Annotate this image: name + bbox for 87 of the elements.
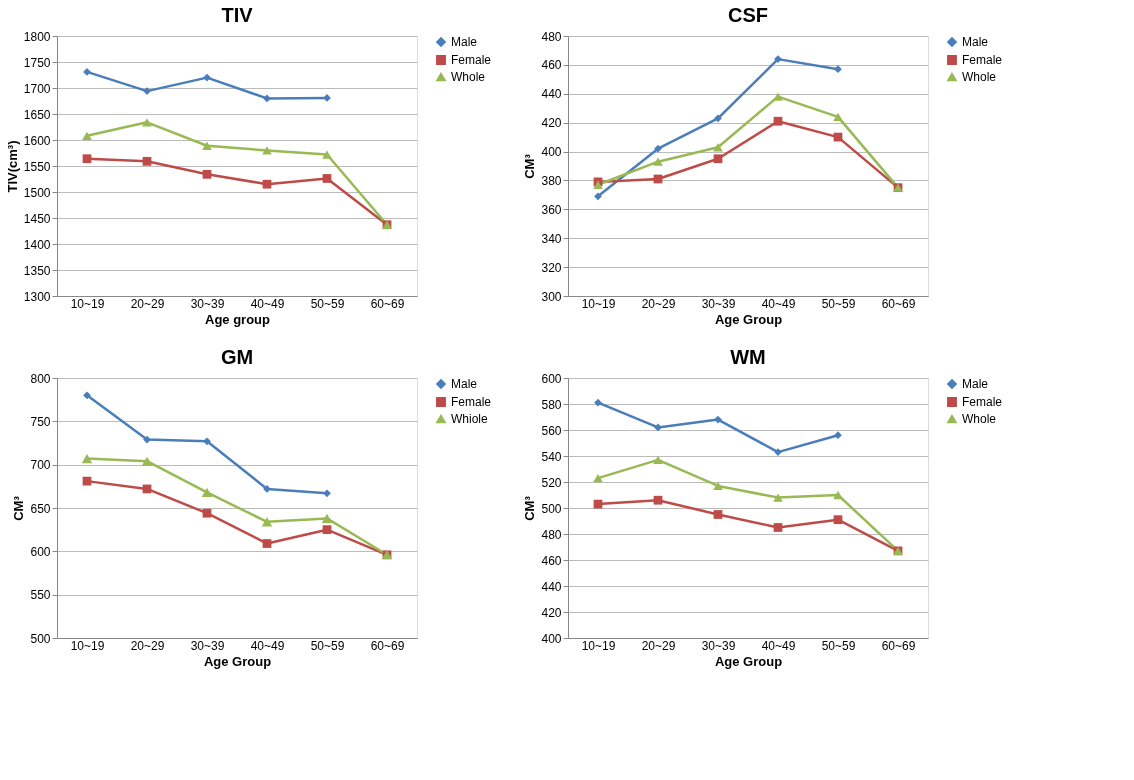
- y-tick-label: 1700: [23, 81, 51, 96]
- x-tick-label: 10~19: [581, 638, 616, 653]
- x-axis-title: Age Group: [203, 653, 272, 669]
- x-tick-label: 20~29: [641, 638, 676, 653]
- legend-label: Female: [451, 395, 492, 409]
- y-tick-label: 1750: [23, 55, 51, 70]
- legend-label: Male: [451, 377, 478, 391]
- y-tick-label: 1650: [23, 107, 51, 122]
- y-tick-label: 800: [30, 371, 51, 386]
- x-tick-label: 30~39: [190, 296, 225, 311]
- x-tick-label: 10~19: [70, 296, 105, 311]
- y-axis-title: CM³: [522, 495, 538, 521]
- legend-label: Male: [962, 377, 989, 391]
- y-tick-label: 400: [541, 631, 562, 646]
- y-tick-label: 500: [30, 631, 51, 646]
- x-tick-label: 50~59: [821, 638, 856, 653]
- x-tick-label: 40~49: [250, 638, 285, 653]
- y-tick-label: 440: [541, 87, 562, 102]
- x-tick-label: 50~59: [310, 638, 345, 653]
- y-tick-label: 480: [541, 29, 562, 44]
- x-axis-title: Age group: [205, 311, 271, 327]
- x-tick-label: 60~69: [881, 296, 916, 311]
- x-tick-label: 30~39: [701, 296, 736, 311]
- y-tick-label: 300: [541, 289, 562, 304]
- x-axis-title: Age Group: [714, 311, 783, 327]
- y-tick-label: 500: [541, 501, 562, 516]
- y-tick-label: 1300: [23, 289, 51, 304]
- y-tick-label: 1600: [23, 133, 51, 148]
- y-tick-label: 400: [541, 145, 562, 160]
- y-tick-label: 560: [541, 423, 562, 438]
- y-tick-label: 750: [30, 414, 51, 429]
- x-tick-label: 60~69: [881, 638, 916, 653]
- y-axis-title: TIV(cm³): [4, 140, 20, 193]
- y-tick-label: 320: [541, 260, 562, 275]
- x-tick-label: 40~49: [761, 296, 796, 311]
- x-tick-label: 10~19: [581, 296, 616, 311]
- legend-label: Male: [451, 35, 478, 49]
- y-axis-title: CM³: [11, 495, 27, 521]
- y-tick-label: 580: [541, 397, 562, 412]
- x-tick-label: 40~49: [761, 638, 796, 653]
- x-tick-label: 50~59: [310, 296, 345, 311]
- x-axis-title: Age Group: [714, 653, 783, 669]
- legend-label: Female: [962, 53, 1003, 67]
- y-tick-label: 1400: [23, 237, 51, 252]
- x-tick-label: 30~39: [190, 638, 225, 653]
- x-tick-label: 50~59: [821, 296, 856, 311]
- legend-label: Female: [451, 53, 492, 67]
- x-tick-label: 60~69: [370, 638, 405, 653]
- y-tick-label: 360: [541, 202, 562, 217]
- legend-label: Female: [962, 395, 1003, 409]
- x-tick-label: 60~69: [370, 296, 405, 311]
- y-tick-label: 520: [541, 475, 562, 490]
- chart-title: GM: [220, 346, 254, 368]
- x-tick-label: 40~49: [250, 296, 285, 311]
- legend-label: Whiole: [451, 412, 489, 426]
- legend-label: Whole: [962, 412, 997, 426]
- y-tick-label: 380: [541, 173, 562, 188]
- y-axis-title: CM³: [522, 153, 538, 179]
- y-tick-label: 1800: [23, 29, 51, 44]
- y-tick-label: 340: [541, 231, 562, 246]
- y-tick-label: 600: [541, 371, 562, 386]
- legend-label: Whole: [962, 70, 997, 84]
- x-tick-label: 20~29: [130, 638, 165, 653]
- legend-label: Male: [962, 35, 989, 49]
- x-tick-label: 30~39: [701, 638, 736, 653]
- y-tick-label: 480: [541, 527, 562, 542]
- y-tick-label: 1350: [23, 263, 51, 278]
- y-tick-label: 1500: [23, 185, 51, 200]
- y-tick-label: 420: [541, 605, 562, 620]
- y-tick-label: 1550: [23, 159, 51, 174]
- y-tick-label: 460: [541, 58, 562, 73]
- y-tick-label: 420: [541, 116, 562, 131]
- legend-label: Whole: [451, 70, 486, 84]
- y-tick-label: 540: [541, 449, 562, 464]
- x-tick-label: 10~19: [70, 638, 105, 653]
- y-tick-label: 440: [541, 579, 562, 594]
- chart-title: TIV: [221, 4, 254, 26]
- x-tick-label: 20~29: [130, 296, 165, 311]
- chart-title: CSF: [728, 4, 768, 26]
- chart-title: WM: [730, 346, 766, 368]
- y-tick-label: 460: [541, 553, 562, 568]
- x-tick-label: 20~29: [641, 296, 676, 311]
- y-tick-label: 550: [30, 588, 51, 603]
- y-tick-label: 1450: [23, 211, 51, 226]
- y-tick-label: 600: [30, 544, 51, 559]
- y-tick-label: 700: [30, 458, 51, 473]
- y-tick-label: 650: [30, 501, 51, 516]
